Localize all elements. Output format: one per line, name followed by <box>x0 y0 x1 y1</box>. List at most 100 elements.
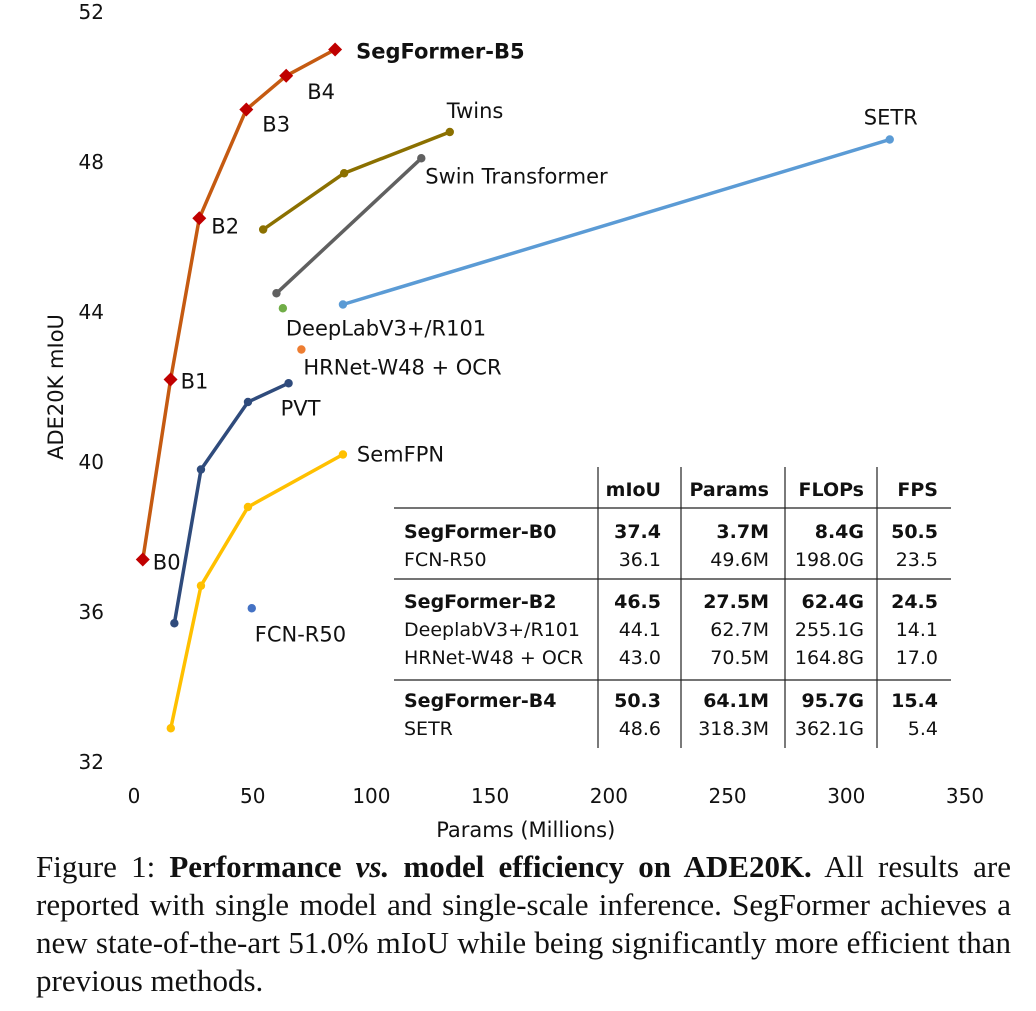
table-cell: 24.5 <box>891 591 938 613</box>
series-labels: B0 B1 B2 B3 B4 SegFormer-B5 Twins Swin Transfor… <box>153 40 918 647</box>
table-cell: 46.5 <box>614 591 661 613</box>
data-point <box>196 465 206 474</box>
table-cell: 44.1 <box>619 619 661 641</box>
table-cell: FCN-R50 <box>404 549 487 571</box>
series-line <box>141 47 336 560</box>
series-line <box>275 157 423 295</box>
y-tick-label: 48 <box>79 150 104 174</box>
y-tick-label: 44 <box>79 300 104 324</box>
segformer-point-label: B1 <box>181 370 209 394</box>
data-point <box>243 397 253 407</box>
caption-bold-2: model efficiency on ADE20K. <box>389 849 812 884</box>
table-cell: 14.1 <box>896 619 938 641</box>
series-name-label: SETR <box>864 106 918 130</box>
segformer-point-label: B4 <box>307 80 335 104</box>
data-point <box>247 604 256 613</box>
table-header-cell: mIoU <box>606 479 661 501</box>
figure-caption: Figure 1: Performance vs. model efficien… <box>36 848 1011 1000</box>
table-cell: 23.5 <box>896 549 938 571</box>
x-tick-label: 100 <box>352 784 390 808</box>
table-cell: 50.3 <box>614 690 661 712</box>
chart: 32 36 40 44 48 52 0 50 100 150 200 250 300 350 Param… <box>44 0 984 842</box>
table-cell: 95.7G <box>802 690 864 712</box>
data-point <box>339 169 349 178</box>
table-cell: SegFormer-B2 <box>404 591 556 613</box>
data-point <box>297 345 306 354</box>
series-name-label: HRNet-W48 + OCR <box>303 356 501 380</box>
table-cell: 62.7M <box>710 619 769 641</box>
table-cell: HRNet-W48 + OCR <box>404 647 583 669</box>
table-cell: 49.6M <box>710 549 769 571</box>
table-cell: 43.0 <box>619 647 661 669</box>
x-tick-label: 250 <box>708 784 746 808</box>
table-cell: 50.5 <box>891 521 938 543</box>
series-swin-transformer <box>272 154 426 298</box>
series-setr <box>338 135 894 309</box>
series-line <box>262 130 451 231</box>
series-name-label: Swin Transformer <box>425 164 608 188</box>
data-point <box>445 127 454 137</box>
data-point <box>278 304 288 313</box>
data-point <box>338 450 348 459</box>
table-cell: SegFormer-B4 <box>404 690 556 712</box>
table-cell: 37.4 <box>614 521 661 543</box>
table-cell: 8.4G <box>815 521 864 543</box>
table-cell: 164.8G <box>795 647 864 669</box>
data-point <box>272 289 281 298</box>
table-header-cell: FLOPs <box>799 479 864 501</box>
table-cell: 15.4 <box>891 690 938 712</box>
data-point-diamond <box>135 552 150 567</box>
caption-bold-1: Performance <box>169 849 356 884</box>
table-cell: 255.1G <box>795 619 864 641</box>
series-twins <box>258 127 454 234</box>
y-tick-label: 32 <box>79 750 104 774</box>
table-header-cell: FPS <box>897 479 938 501</box>
table-cell: 70.5M <box>710 647 769 669</box>
series-line <box>342 137 891 307</box>
data-point <box>417 154 426 163</box>
table-cell: 17.0 <box>896 647 938 669</box>
data-point-diamond <box>239 102 254 117</box>
series-line <box>169 452 344 729</box>
table-cell: 318.3M <box>698 718 769 740</box>
series-name-label: SemFPN <box>357 443 444 467</box>
x-tick-label: 300 <box>827 784 865 808</box>
segformer-point-label: B2 <box>211 214 239 238</box>
results-table: mIoU Params FLOPs FPS SegFormer-B0 37.4 3.7M 8.… <box>394 467 951 748</box>
y-tick-label: 36 <box>79 600 104 624</box>
x-tick-label: 0 <box>128 784 141 808</box>
data-point <box>338 300 348 309</box>
series-segformer <box>135 42 343 567</box>
caption-text: All results are reported with single mod… <box>36 849 1011 998</box>
x-axis-ticks: 0 50 100 150 200 250 300 350 <box>128 784 984 808</box>
series-hrnet-w48-ocr <box>297 345 306 354</box>
series-semfpn <box>166 450 348 733</box>
table-cell: 362.1G <box>795 718 864 740</box>
table-cell: 27.5M <box>703 591 769 613</box>
data-point <box>258 225 268 234</box>
segformer-point-label: SegFormer-B5 <box>356 40 525 64</box>
table-cell: SegFormer-B0 <box>404 521 556 543</box>
data-point <box>243 502 253 512</box>
series-lines <box>135 42 894 733</box>
series-deeplabv3-r101 <box>278 304 288 313</box>
y-tick-label: 40 <box>79 450 104 474</box>
table-cell: 36.1 <box>619 549 661 571</box>
caption-prefix: Figure 1: <box>36 849 170 884</box>
x-tick-label: 200 <box>590 784 628 808</box>
series-line <box>172 381 290 624</box>
table-cell: 5.4 <box>908 718 938 740</box>
data-point-diamond <box>328 42 343 57</box>
table-cell: DeeplabV3+/R101 <box>404 619 580 641</box>
segformer-point-label: B0 <box>153 551 181 575</box>
data-point <box>170 619 179 628</box>
data-point-diamond <box>279 68 294 83</box>
table-cell: 3.7M <box>716 521 769 543</box>
x-axis-title: Params (Millions) <box>436 818 615 842</box>
series-name-label: Twins <box>446 99 504 123</box>
series-pvt <box>170 379 293 628</box>
data-point-diamond <box>163 372 178 387</box>
series-name-label: FCN-R50 <box>255 622 346 646</box>
table-cell: 48.6 <box>619 718 661 740</box>
x-tick-label: 50 <box>240 784 265 808</box>
